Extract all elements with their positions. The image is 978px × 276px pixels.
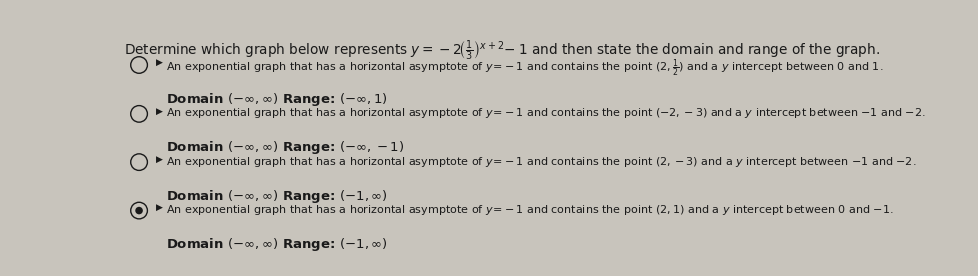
Text: Domain $(-\infty, \infty)$ Range: $(-1, \infty)$: Domain $(-\infty, \infty)$ Range: $(-1, …: [166, 236, 388, 253]
Text: $\blacktriangleright$: $\blacktriangleright$: [155, 155, 164, 165]
Text: Domain $(-\infty, \infty)$ Range: $(-1, \infty)$: Domain $(-\infty, \infty)$ Range: $(-1, …: [166, 188, 388, 205]
Text: An exponential graph that has a horizontal asymptote of $y\!=\!-1$ and contains : An exponential graph that has a horizont…: [166, 203, 893, 217]
Text: $\blacktriangleright$: $\blacktriangleright$: [155, 203, 164, 213]
Text: An exponential graph that has a horizontal asymptote of $y\!=\!-1$ and contains : An exponential graph that has a horizont…: [166, 107, 925, 120]
Text: An exponential graph that has a horizontal asymptote of $y\!=\!-1$ and contains : An exponential graph that has a horizont…: [166, 58, 883, 79]
Text: $\blacktriangleright$: $\blacktriangleright$: [155, 107, 164, 117]
Text: An exponential graph that has a horizontal asymptote of $y\!=\!-1$ and contains : An exponential graph that has a horizont…: [166, 155, 915, 169]
Text: Determine which graph below represents $y = -2\!\left(\frac{1}{3}\right)^{x+2}\!: Determine which graph below represents $…: [123, 38, 879, 63]
Text: $\blacktriangleright$: $\blacktriangleright$: [155, 58, 164, 68]
Ellipse shape: [135, 207, 143, 214]
Text: Domain $(-\infty, \infty)$ Range: $(-\infty, -1)$: Domain $(-\infty, \infty)$ Range: $(-\in…: [166, 139, 404, 156]
Text: Domain $(-\infty, \infty)$ Range: $(-\infty, 1)$: Domain $(-\infty, \infty)$ Range: $(-\in…: [166, 91, 388, 107]
